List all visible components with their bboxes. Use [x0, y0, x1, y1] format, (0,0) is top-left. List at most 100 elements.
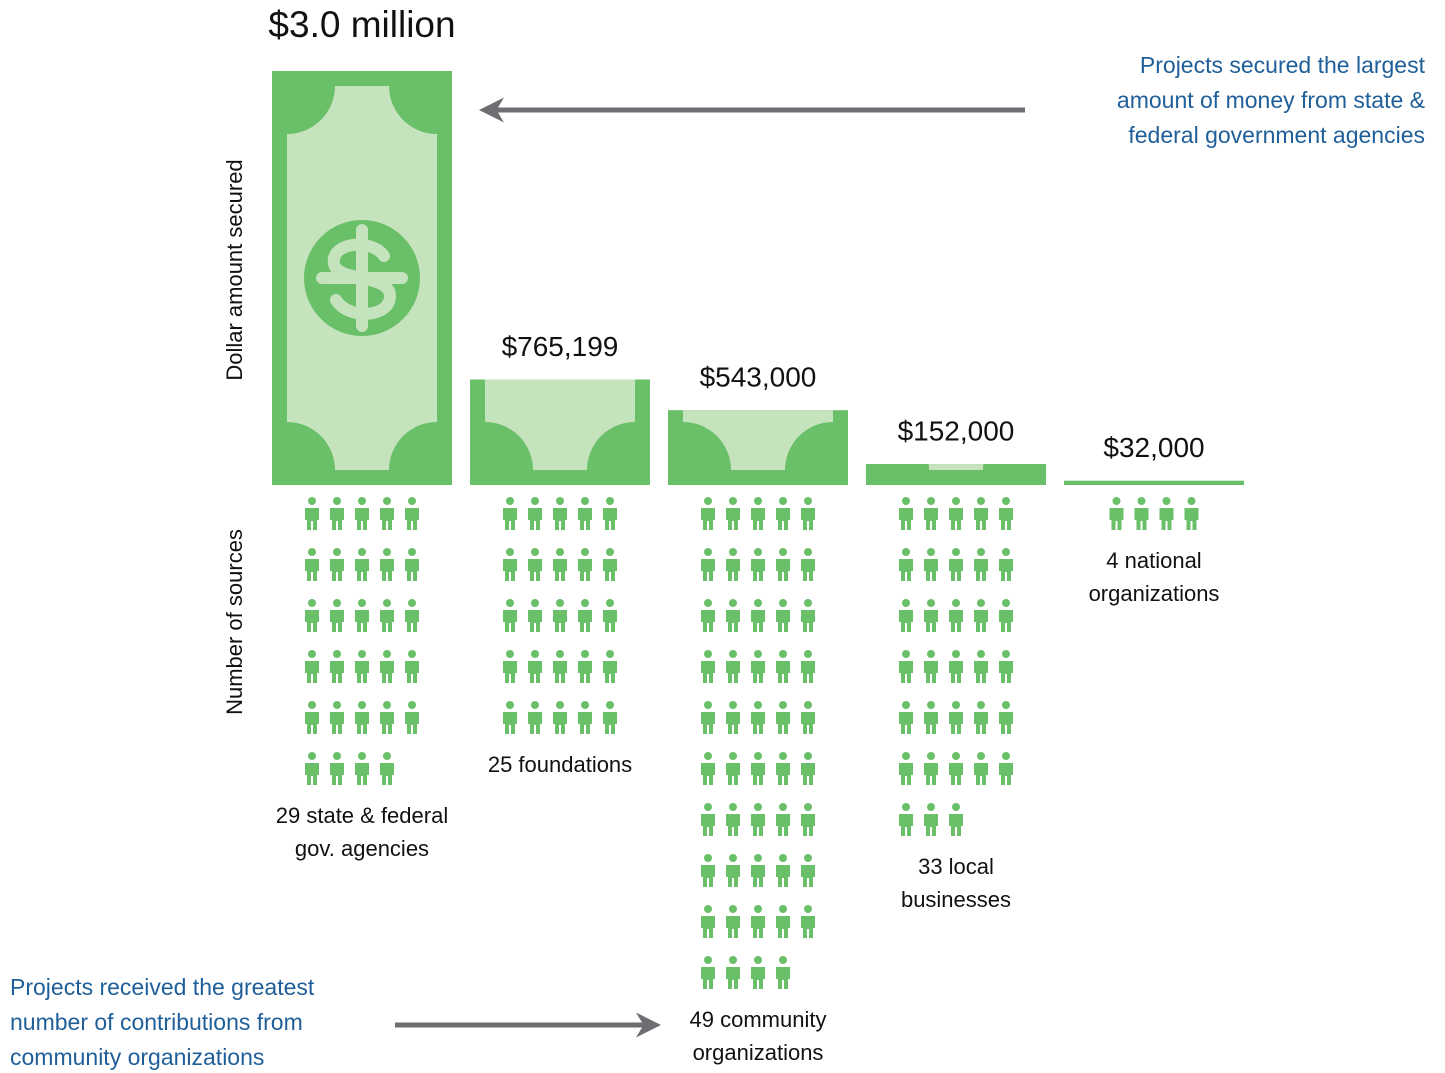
person-head	[927, 548, 935, 556]
person-body	[503, 610, 517, 632]
person-head	[606, 650, 614, 658]
person-body	[701, 508, 715, 530]
person-icon	[776, 752, 790, 785]
person-icon	[751, 650, 765, 683]
person-body	[701, 610, 715, 632]
person-icon	[751, 599, 765, 632]
person-icon	[553, 701, 567, 734]
person-head	[779, 803, 787, 811]
person-head	[977, 548, 985, 556]
person-body	[924, 559, 938, 581]
person-body	[726, 610, 740, 632]
person-head	[779, 650, 787, 658]
person-head	[952, 701, 960, 709]
person-head	[581, 548, 589, 556]
person-head	[358, 548, 366, 556]
value-label: $543,000	[700, 361, 817, 392]
person-icon	[751, 803, 765, 836]
person-head	[704, 548, 712, 556]
person-head	[927, 701, 935, 709]
person-icon	[776, 497, 790, 530]
person-head	[408, 548, 416, 556]
person-head	[531, 701, 539, 709]
person-head	[754, 497, 762, 505]
person-body	[380, 508, 394, 530]
person-head	[581, 701, 589, 709]
person-body	[899, 712, 913, 734]
person-head	[1002, 650, 1010, 658]
person-head	[902, 650, 910, 658]
category-label: 25 foundations	[487, 752, 633, 777]
person-body	[949, 559, 963, 581]
person-head	[729, 599, 737, 607]
person-icon	[751, 497, 765, 530]
person-head	[308, 752, 316, 760]
person-icon	[974, 497, 988, 530]
person-body	[503, 661, 517, 683]
person-icon	[801, 701, 815, 734]
person-head	[952, 803, 960, 811]
person-icon	[726, 701, 740, 734]
person-head	[779, 548, 787, 556]
person-body	[355, 559, 369, 581]
person-icon	[899, 548, 913, 581]
person-body	[503, 508, 517, 530]
person-body	[924, 661, 938, 683]
person-icon	[924, 650, 938, 683]
person-icon	[974, 650, 988, 683]
person-body	[305, 559, 319, 581]
person-body	[801, 763, 815, 785]
person-body	[355, 508, 369, 530]
person-icon	[726, 497, 740, 530]
person-head	[1187, 497, 1196, 505]
person-icon	[528, 701, 542, 734]
person-head	[804, 905, 812, 913]
bill	[272, 71, 452, 485]
annotation: Projects received the greatest number of …	[10, 970, 314, 1073]
person-head	[383, 752, 391, 760]
person-head	[556, 599, 564, 607]
person-icon	[924, 599, 938, 632]
person-body	[801, 814, 815, 836]
person-body	[330, 610, 344, 632]
person-icon	[924, 548, 938, 581]
person-head	[779, 905, 787, 913]
person-body	[330, 508, 344, 530]
person-head	[333, 650, 341, 658]
person-icon	[603, 701, 617, 734]
person-icon	[801, 599, 815, 632]
person-body	[380, 559, 394, 581]
value-label: $32,000	[1103, 432, 1204, 463]
person-head	[927, 803, 935, 811]
person-body	[330, 661, 344, 683]
person-head	[383, 701, 391, 709]
annotation-line: federal government agencies	[1128, 122, 1425, 148]
person-icon	[1109, 497, 1124, 530]
person-body	[751, 865, 765, 887]
person-icon	[503, 497, 517, 530]
person-body	[405, 661, 419, 683]
person-head	[383, 599, 391, 607]
person-icon	[380, 701, 394, 734]
person-icon	[924, 497, 938, 530]
person-icon	[949, 650, 963, 683]
person-body	[528, 661, 542, 683]
person-body	[801, 916, 815, 938]
person-icon	[949, 803, 963, 836]
person-head	[383, 650, 391, 658]
person-body	[528, 712, 542, 734]
dollar-sign	[316, 224, 408, 332]
person-icon	[330, 599, 344, 632]
person-icon	[726, 956, 740, 989]
person-body	[801, 712, 815, 734]
person-icon	[776, 599, 790, 632]
person-head	[606, 599, 614, 607]
person-head	[804, 548, 812, 556]
person-icon	[776, 548, 790, 581]
person-body	[899, 508, 913, 530]
person-body	[330, 559, 344, 581]
person-icon	[751, 548, 765, 581]
person-body	[751, 712, 765, 734]
person-icon	[924, 701, 938, 734]
person-head	[804, 599, 812, 607]
